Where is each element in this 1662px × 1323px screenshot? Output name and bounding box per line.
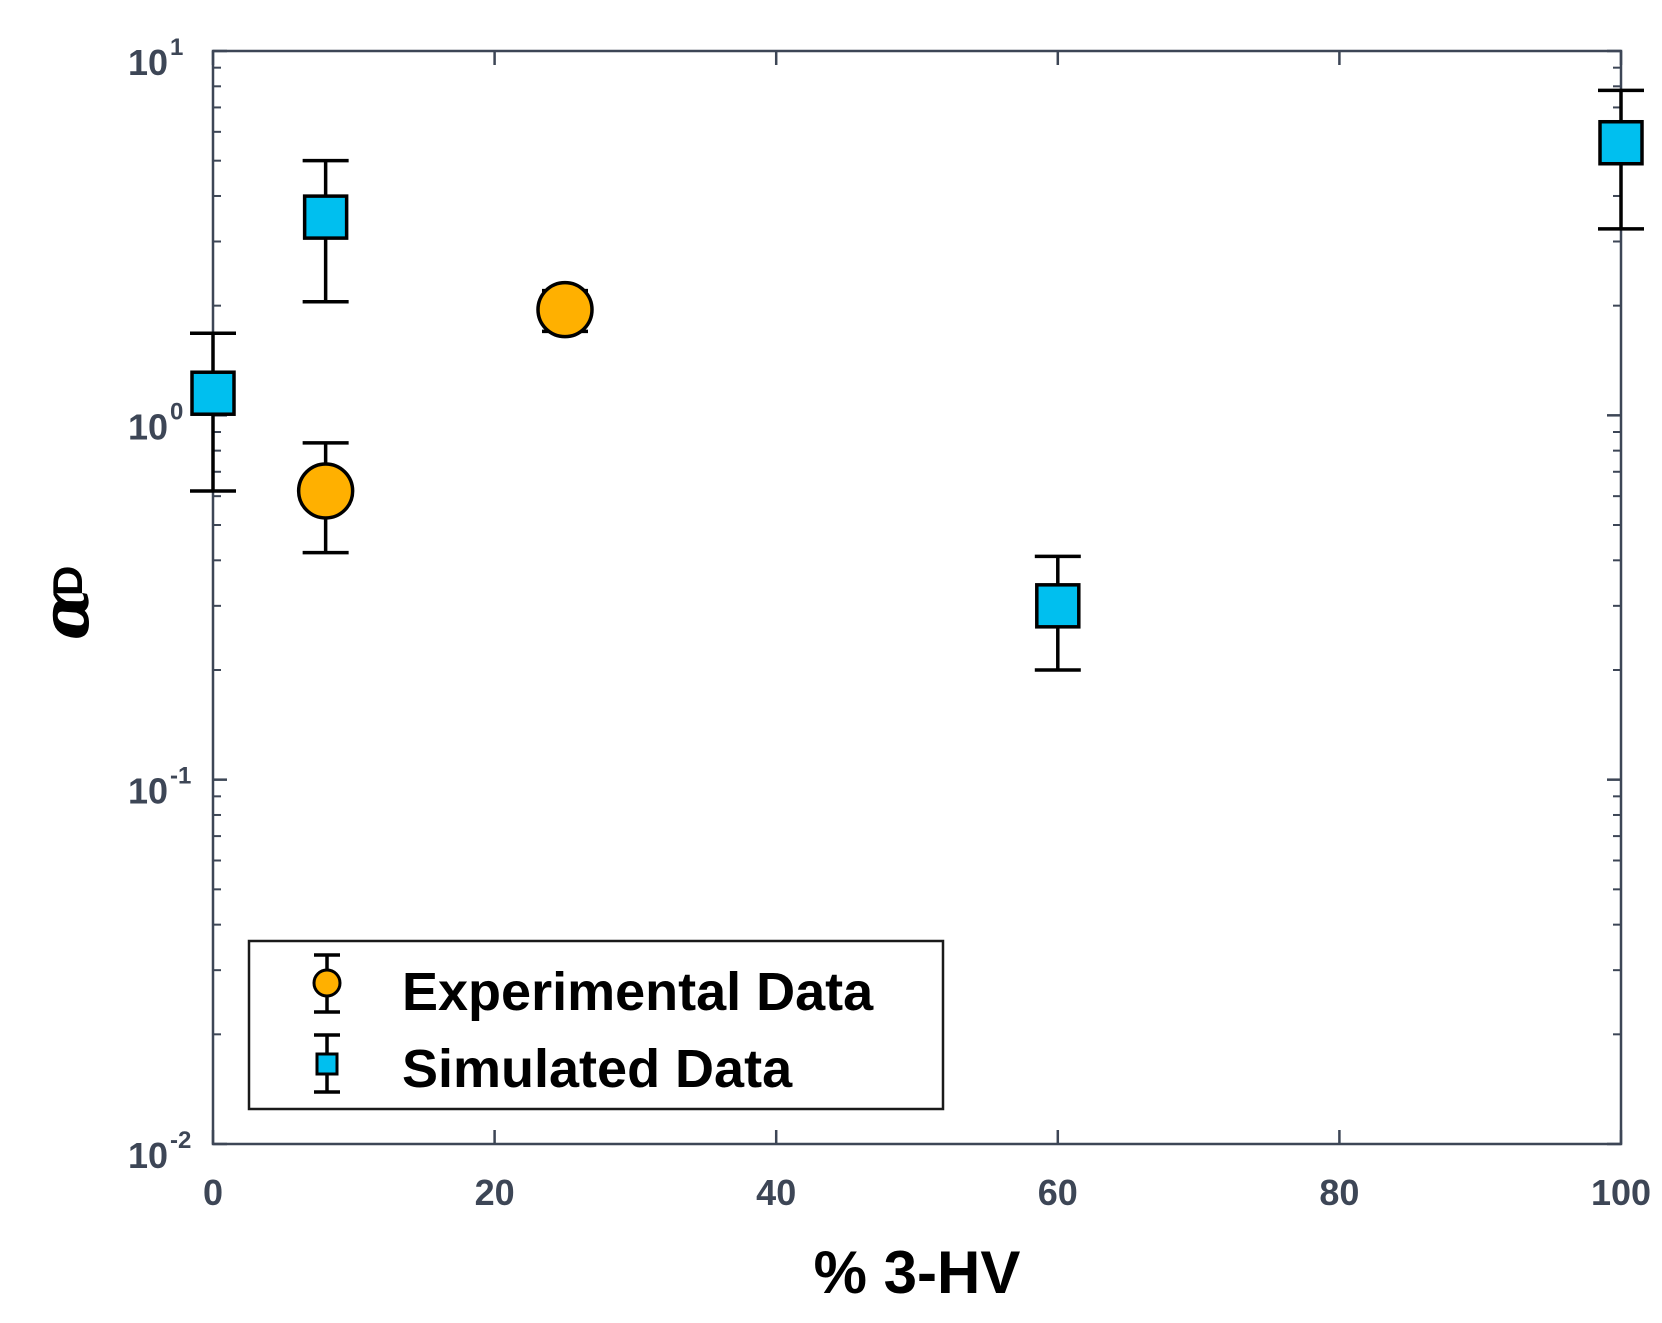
x-tick-labels: 0 20 40 60 80 100 bbox=[203, 1172, 1651, 1213]
y-axis-label-superscript: D bbox=[44, 566, 91, 596]
series-experimental bbox=[296, 280, 594, 555]
x-tick-label: 0 bbox=[203, 1172, 223, 1213]
y-tick-label: 10 1 bbox=[128, 34, 183, 83]
legend-entry-simulated: Simulated Data bbox=[314, 1033, 793, 1099]
y-tick-label-exponent: 0 bbox=[170, 398, 183, 425]
y-tick-label-exponent: -2 bbox=[170, 1127, 191, 1154]
y-tick-label-exponent: -1 bbox=[170, 763, 191, 790]
data-point-square bbox=[1598, 119, 1644, 166]
data-point-circle bbox=[296, 462, 355, 520]
y-axis-label-symbol: α bbox=[26, 589, 104, 640]
y-tick-label-base: 10 bbox=[128, 1135, 168, 1176]
data-marks bbox=[190, 88, 1644, 672]
y-tick-label: 10 0 bbox=[128, 398, 183, 447]
data-point-square bbox=[1035, 583, 1081, 629]
data-point-square bbox=[302, 194, 349, 240]
x-tick-label: 40 bbox=[756, 1172, 796, 1213]
series-simulated bbox=[190, 88, 1644, 672]
y-tick-label: 10 -2 bbox=[128, 1127, 191, 1176]
legend: Experimental Data Simulated Data bbox=[247, 939, 945, 1111]
y-tick-label-base: 10 bbox=[128, 771, 168, 812]
x-tick-label: 60 bbox=[1038, 1172, 1078, 1213]
legend-simulated-label: Simulated Data bbox=[402, 1039, 793, 1099]
x-axis-label: % 3-HV bbox=[814, 1239, 1021, 1306]
y-tick-label-exponent: 1 bbox=[170, 34, 183, 61]
plot-frame bbox=[211, 49, 1623, 1146]
x-tick-label: 80 bbox=[1319, 1172, 1359, 1213]
y-tick-label-base: 10 bbox=[128, 406, 168, 447]
y-tick-label: 10 -1 bbox=[128, 763, 191, 812]
legend-entry-experimental: Experimental Data bbox=[312, 953, 874, 1022]
legend-box bbox=[247, 939, 945, 1111]
legend-experimental-label: Experimental Data bbox=[402, 962, 874, 1022]
y-axis-label: α D bbox=[26, 566, 104, 640]
y-tick-label-base: 10 bbox=[128, 42, 168, 83]
legend-simulated-marker bbox=[315, 1052, 339, 1076]
data-point-circle bbox=[536, 280, 594, 339]
x-tick-label: 20 bbox=[475, 1172, 515, 1213]
minor-ticks bbox=[213, 66, 1621, 1036]
data-point-square bbox=[190, 370, 236, 416]
legend-experimental-marker bbox=[312, 968, 342, 998]
x-tick-label: 100 bbox=[1591, 1172, 1651, 1213]
